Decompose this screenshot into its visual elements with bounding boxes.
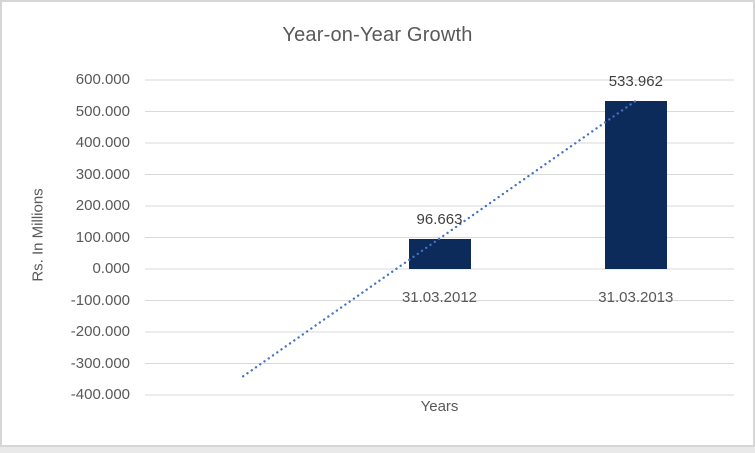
data-label: 533.962 (608, 72, 663, 90)
y-tick-label: 600.000 (75, 71, 130, 88)
y-axis-title: Rs. In Millions (29, 188, 47, 282)
x-axis-title: Years (420, 398, 459, 415)
y-tick-label: 100.000 (75, 228, 130, 246)
y-tick-label: 0.000 (92, 260, 130, 277)
trendline (242, 99, 637, 378)
y-tick-label: 300.000 (75, 165, 130, 183)
y-tick-label: -400.000 (70, 386, 130, 403)
y-tick-label: -200.000 (70, 323, 130, 340)
data-label: 96.663 (416, 210, 463, 228)
chart-title: Year-on-Year Growth (282, 24, 473, 46)
y-tick-label: 400.000 (75, 134, 130, 151)
bar-31.03.2013 (604, 100, 667, 269)
bar-31.03.2012 (408, 238, 471, 269)
y-tick-label: 500.000 (75, 102, 130, 120)
y-tick-label: -300.000 (70, 354, 130, 372)
category-label: 31.03.2012 (401, 289, 478, 306)
y-tick-label: 200.000 (75, 197, 130, 214)
y-tick-label: -100.000 (70, 291, 130, 309)
category-label: 31.03.2013 (598, 289, 674, 306)
